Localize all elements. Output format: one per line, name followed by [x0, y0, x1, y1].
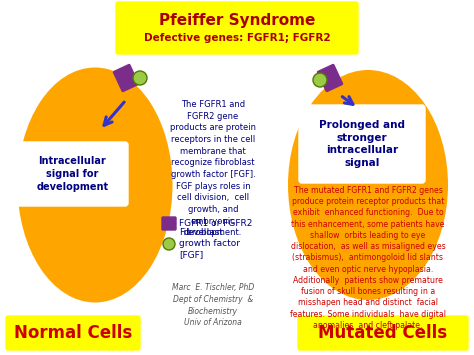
Text: FGFR1 or FGFR2: FGFR1 or FGFR2	[179, 219, 252, 228]
FancyBboxPatch shape	[162, 217, 176, 230]
Text: Marc  E. Tischler, PhD
Dept of Chemistry  &
Biochemistry
Univ of Arizona: Marc E. Tischler, PhD Dept of Chemistry …	[172, 283, 254, 327]
FancyBboxPatch shape	[299, 105, 425, 183]
Text: Mutated Cells: Mutated Cells	[319, 324, 447, 342]
FancyBboxPatch shape	[6, 316, 140, 350]
Text: The FGFR1 and
FGFR2 gene
products are protein
receptors in the cell
membrane tha: The FGFR1 and FGFR2 gene products are pr…	[170, 100, 256, 237]
Ellipse shape	[18, 67, 173, 302]
Text: Normal Cells: Normal Cells	[14, 324, 132, 342]
Circle shape	[163, 238, 175, 250]
Circle shape	[313, 73, 327, 87]
Text: Prolonged and
stronger
intracellular
signal: Prolonged and stronger intracellular sig…	[319, 120, 405, 168]
Text: Intracellular
signal for
development: Intracellular signal for development	[36, 156, 109, 192]
Text: The mutated FGFR1 and FGFR2 genes
produce protein receptor products that
exhibit: The mutated FGFR1 and FGFR2 genes produc…	[290, 186, 446, 330]
Text: Defective genes: FGFR1; FGFR2: Defective genes: FGFR1; FGFR2	[144, 33, 330, 43]
Ellipse shape	[288, 70, 448, 300]
Circle shape	[133, 71, 147, 85]
FancyBboxPatch shape	[116, 2, 358, 54]
Text: Pfeiffer Syndrome: Pfeiffer Syndrome	[159, 12, 315, 27]
Text: Fibroblast
growth factor
[FGF]: Fibroblast growth factor [FGF]	[179, 228, 240, 260]
FancyBboxPatch shape	[17, 142, 128, 206]
FancyBboxPatch shape	[298, 316, 468, 350]
FancyBboxPatch shape	[318, 65, 343, 92]
FancyBboxPatch shape	[113, 65, 138, 92]
